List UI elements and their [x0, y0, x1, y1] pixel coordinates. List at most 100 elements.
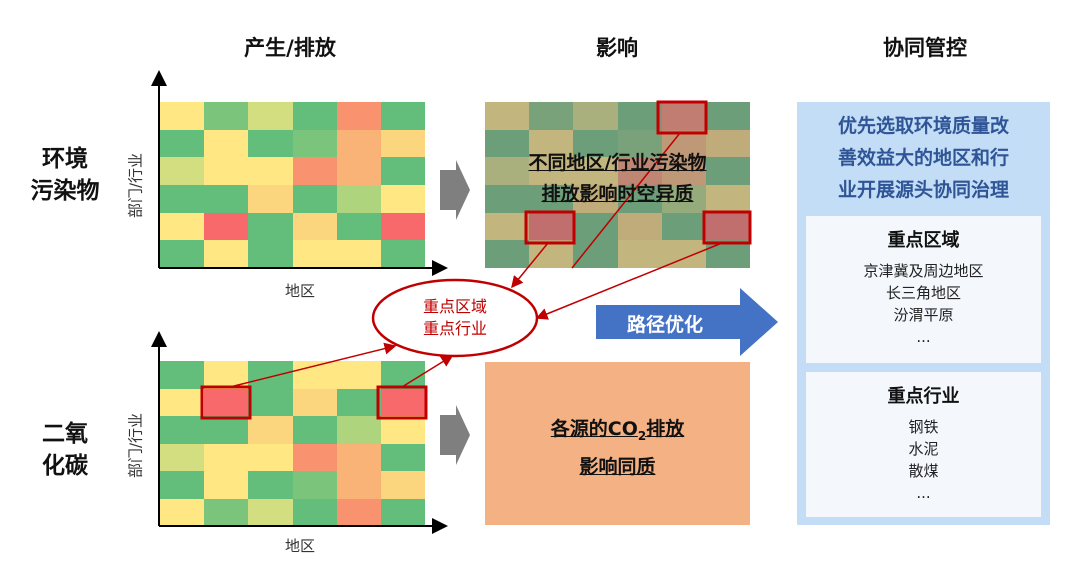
heatmap-cell: [293, 471, 337, 499]
heatmap-cell: [485, 240, 529, 268]
gray-arrow-top: [440, 160, 470, 220]
region-item: ...: [916, 328, 931, 346]
co2-text: 排放: [646, 418, 685, 440]
heatmap-cell: [706, 157, 750, 185]
impact-text-line: 各源的CO2排放: [485, 414, 750, 452]
heatmap-cell: [573, 157, 618, 185]
region-item: 汾渭平原: [893, 306, 954, 324]
key-regions-title: 重点区域: [887, 230, 960, 251]
heatmap-cell: [160, 130, 204, 157]
heatmap-cell: [662, 102, 706, 130]
heatmap-cell: [204, 240, 248, 268]
heatmap-cell: [248, 361, 293, 389]
impact-pollutant-text: 不同地区/行业污染物 排放影响时空异质: [485, 148, 750, 210]
heatmap-cell: [618, 102, 662, 130]
focus-line: 重点区域: [422, 297, 487, 316]
co2-text: 各源的CO: [550, 418, 638, 440]
heatmap-cell: [573, 213, 618, 240]
heatmap-cell: [248, 185, 293, 213]
heatmap-cell: [204, 130, 248, 157]
heatmap-cell: [485, 185, 529, 213]
region-item: 京津冀及周边地区: [863, 262, 984, 280]
industry-item: 钢铁: [908, 418, 939, 436]
heatmap-cell: [381, 499, 425, 526]
heatmap-cell: [160, 361, 204, 389]
heatmap-cell: [160, 240, 204, 268]
heatmap-cell: [381, 130, 425, 157]
heatmap-cell: [293, 389, 337, 416]
heatmap-cell: [204, 185, 248, 213]
heatmap-cell: [160, 416, 204, 444]
highlight-box: [200, 385, 252, 420]
heatmap-cell: [706, 185, 750, 213]
co2-subscript: 2: [637, 428, 647, 443]
heatmap-cell: [381, 185, 425, 213]
heatmap-cell: [248, 499, 293, 526]
focus-label: 重点区域 重点行业: [395, 296, 515, 340]
heatmap-cell: [706, 102, 750, 130]
red-arrow: [229, 342, 397, 388]
heatmap-cell: [381, 157, 425, 185]
industry-item: 水泥: [908, 440, 939, 458]
heatmap-cell: [293, 185, 337, 213]
heatmap-cell: [381, 361, 425, 389]
heatmap-cell: [293, 130, 337, 157]
heatmap-cell: [529, 240, 573, 268]
heatmap-cell: [381, 416, 425, 444]
region-item: 长三角地区: [885, 284, 961, 302]
heatmap-cell: [662, 185, 706, 213]
heatmap-cell: [706, 213, 750, 240]
heatmap-cell: [248, 389, 293, 416]
heatmap-cell: [160, 444, 204, 471]
heatmap-cell: [160, 389, 204, 416]
heatmap-co2: [160, 361, 425, 526]
control-headline: 优先选取环境质量改 善效益大的地区和行 业开展源头协同治理: [797, 110, 1050, 206]
headline-line: 业开展源头协同治理: [837, 179, 1009, 201]
impact-heatmap-pollutant: [485, 102, 750, 268]
heatmap-cell: [706, 130, 750, 157]
heatmap-cell: [485, 130, 529, 157]
heatmap-cell: [618, 213, 662, 240]
heatmap-cell: [204, 102, 248, 130]
heatmap-cell: [160, 185, 204, 213]
industry-item: ...: [916, 484, 931, 502]
heatmap-cell: [204, 389, 248, 416]
heatmap-cell: [706, 240, 750, 268]
heatmap-cell: [618, 157, 662, 185]
heatmap-cell: [248, 444, 293, 471]
row-label-line: 二氧: [42, 421, 88, 447]
heatmap-cell: [485, 102, 529, 130]
heatmap-cell: [160, 213, 204, 240]
industry-item: 散煤: [908, 462, 939, 480]
heatmap-cell: [662, 213, 706, 240]
heatmap-cell: [573, 102, 618, 130]
heatmap-cell: [662, 157, 706, 185]
heatmap-cell: [485, 157, 529, 185]
heatmap-cell: [204, 499, 248, 526]
heatmap-cell: [485, 213, 529, 240]
heatmap-cell: [529, 185, 573, 213]
heatmap-cell: [529, 102, 573, 130]
heatmap-cell: [248, 213, 293, 240]
heatmap-cell: [337, 213, 381, 240]
heatmap-cell: [337, 185, 381, 213]
row-label-line: 环境: [42, 146, 88, 172]
heatmap-cell: [293, 416, 337, 444]
heatmap-cell: [662, 240, 706, 268]
heatmap-cell: [337, 471, 381, 499]
highlight-box: [656, 100, 708, 135]
heatmap-cell: [248, 157, 293, 185]
gray-arrow-bottom: [440, 405, 470, 465]
heatmap-cell: [618, 185, 662, 213]
heatmap-cell: [204, 416, 248, 444]
row-label-co2: 二氧 化碳: [10, 418, 120, 482]
heatmap-cell: [337, 361, 381, 389]
row-label-line: 化碳: [42, 453, 88, 479]
heatmap-cell: [248, 102, 293, 130]
header-control: 协同管控: [883, 36, 967, 60]
heatmap-cell: [337, 389, 381, 416]
heatmap-pollutant: [160, 102, 425, 268]
heatmap-cell: [381, 102, 425, 130]
heatmap-cell: [381, 444, 425, 471]
